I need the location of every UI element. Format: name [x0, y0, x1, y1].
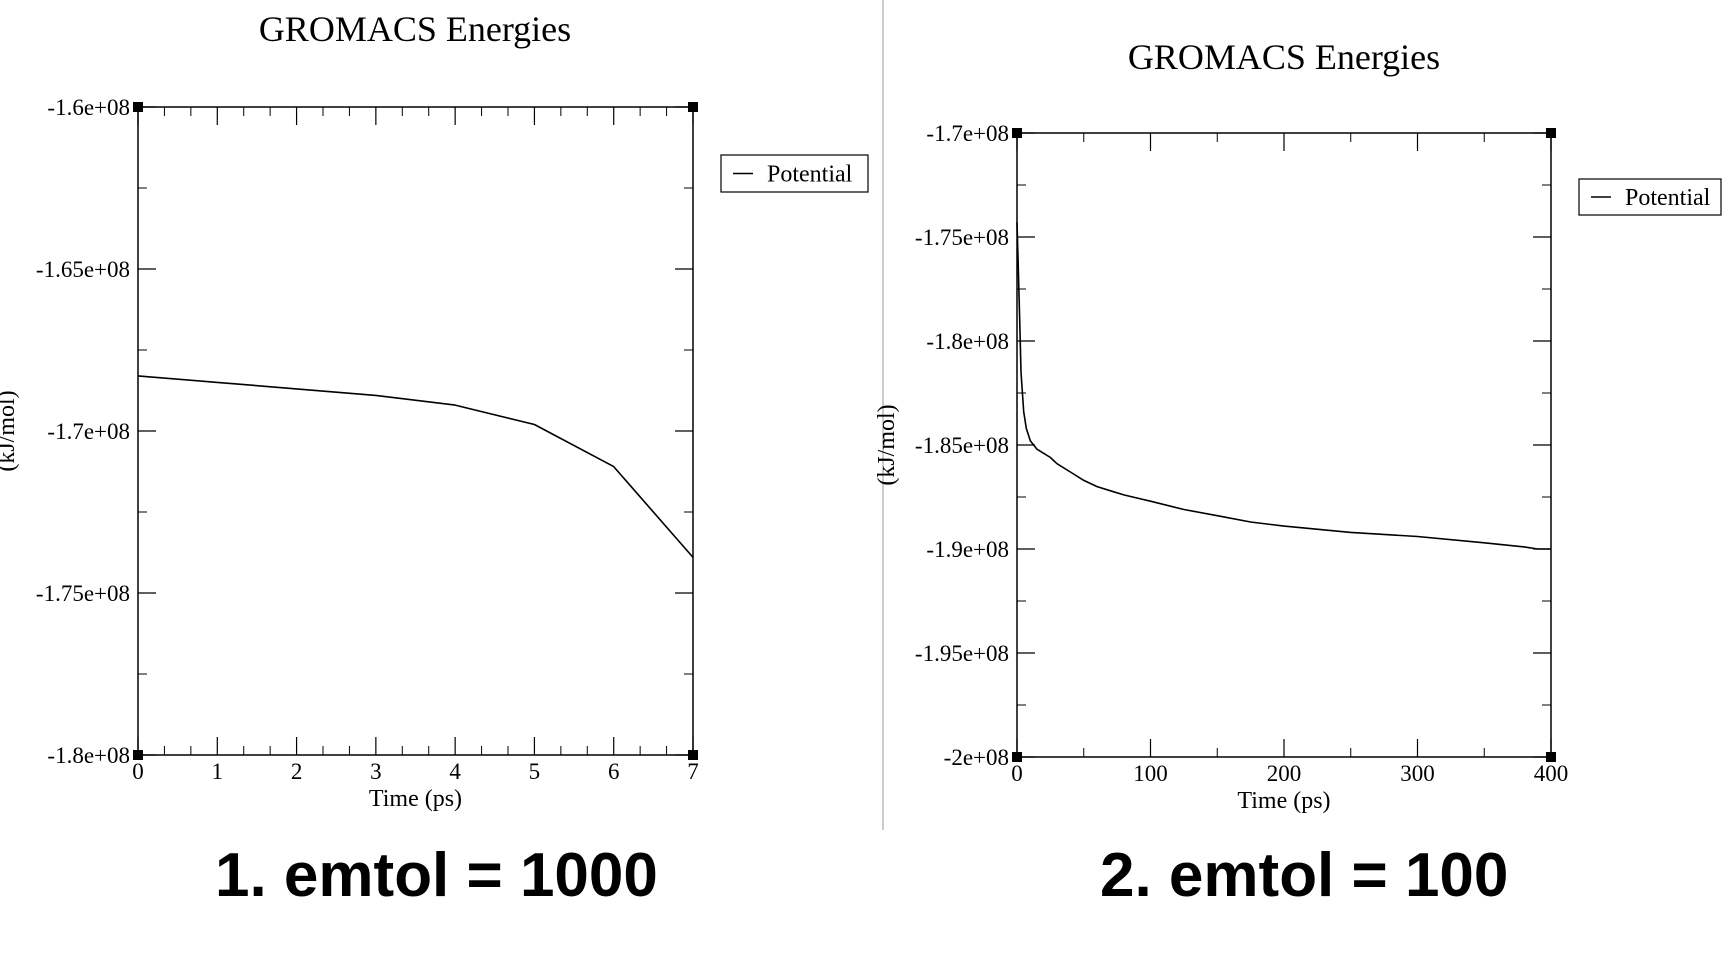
chart-emtol-1000: GROMACS Energies 0 1 2 3 4 5 6 7 -1.6e+08 -1.65e+0…: [0, 9, 869, 812]
y-axis-label: (kJ/mol): [874, 404, 900, 485]
x-tick-label: 6: [608, 759, 620, 784]
y-axis-label: (kJ/mol): [0, 390, 20, 471]
y-tick-label: -1.7e+08: [47, 419, 130, 444]
y-tick-label: -1.7e+08: [926, 121, 1009, 146]
x-tick-label: 5: [529, 759, 541, 784]
plot-frame: [1016, 132, 1552, 758]
y-tick-label: -1.85e+08: [915, 433, 1009, 458]
y-tick-label: -1.95e+08: [915, 641, 1009, 666]
x-tick-label: 400: [1534, 761, 1569, 786]
x-tick-label: 3: [370, 759, 382, 784]
y-tick-label: -1.9e+08: [926, 537, 1009, 562]
legend-label: Potential: [1625, 185, 1711, 211]
chart-title: GROMACS Energies: [1128, 37, 1440, 77]
x-tick-label: 0: [132, 759, 144, 784]
x-tick-label: 4: [449, 759, 461, 784]
x-tick-label: 1: [212, 759, 224, 784]
y-tick-label: -1.6e+08: [47, 95, 130, 120]
chart-emtol-100: GROMACS Energies 0 100 200 300 400 -1.7e+08 -1.…: [874, 37, 1722, 814]
caption-emtol-100: 2. emtol = 100: [1100, 841, 1509, 910]
x-tick-label: 200: [1267, 761, 1302, 786]
x-axis-label: Time (ps): [1237, 788, 1330, 814]
series-line-potential: [1016, 222, 1551, 550]
y-tick-label: -1.75e+08: [36, 581, 130, 606]
x-tick-label: 300: [1400, 761, 1435, 786]
y-tick-label: -1.65e+08: [36, 257, 130, 282]
y-tick-label: -1.8e+08: [47, 743, 130, 768]
y-tick-label: -2e+08: [944, 745, 1009, 770]
x-tick-label: 7: [687, 759, 699, 784]
x-tick-label: 2: [291, 759, 303, 784]
x-axis-label: Time (ps): [369, 786, 462, 812]
x-tick-label: 100: [1133, 761, 1168, 786]
caption-emtol-1000: 1. emtol = 1000: [215, 841, 658, 910]
series-line-potential: [137, 375, 694, 558]
legend-label: Potential: [767, 162, 853, 188]
y-tick-label: -1.8e+08: [926, 329, 1009, 354]
plot-frame: [137, 106, 694, 756]
y-tick-label: -1.75e+08: [915, 225, 1009, 250]
x-tick-label: 0: [1011, 761, 1023, 786]
chart-title: GROMACS Energies: [259, 9, 571, 49]
